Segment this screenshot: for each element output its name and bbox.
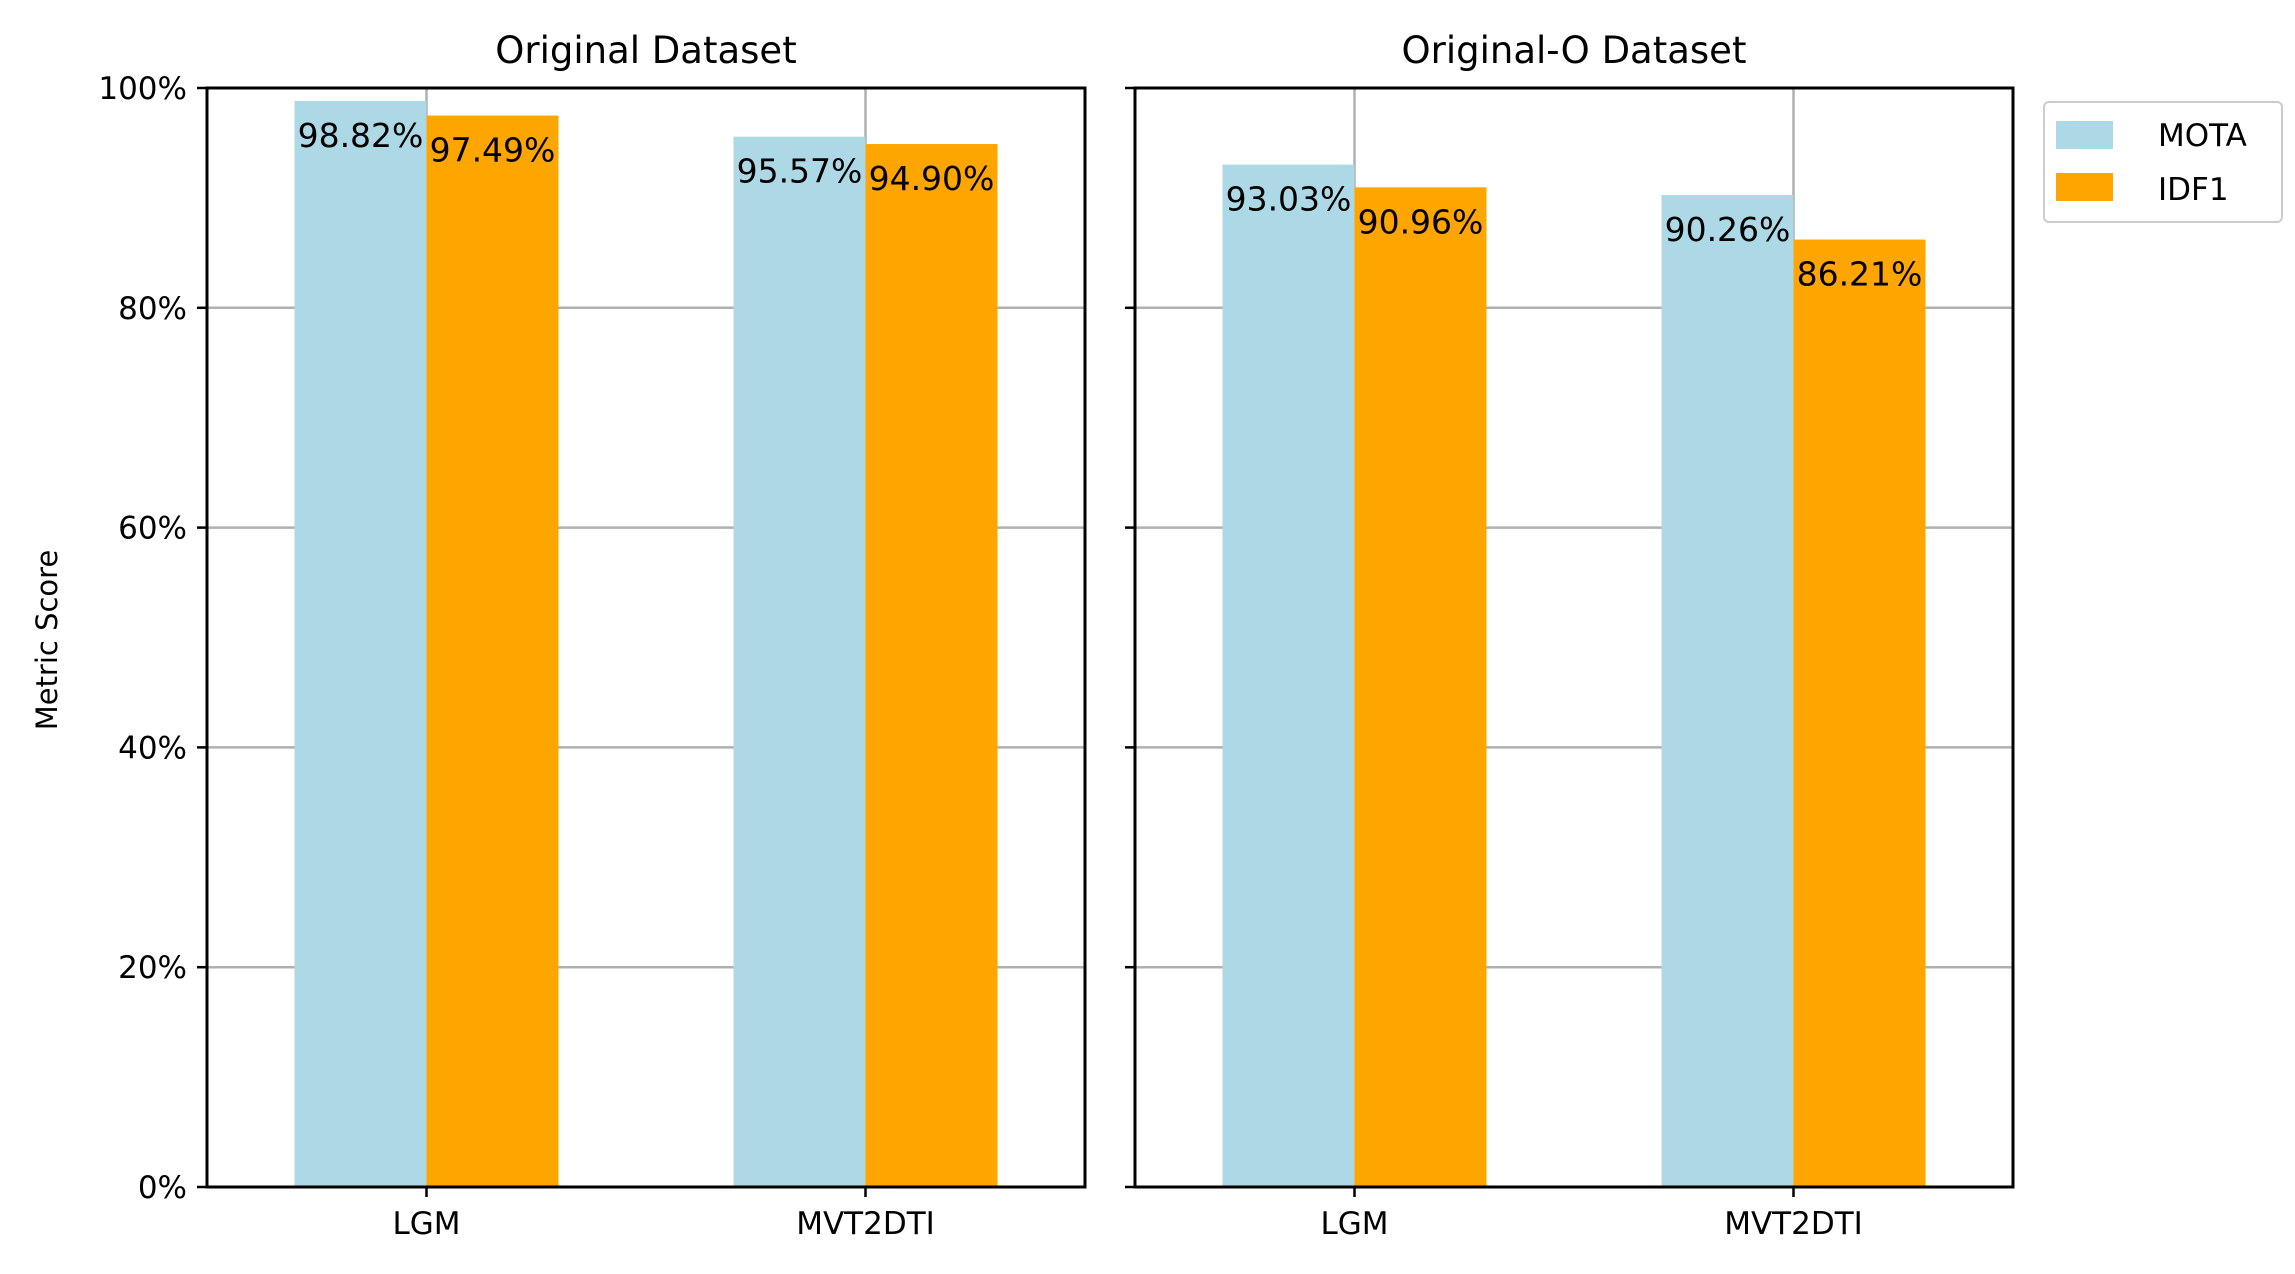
data-label-mota-mvt2dti: 90.26%	[1665, 210, 1791, 249]
bar-idf1-mvt2dti	[1793, 239, 1926, 1187]
x-tick-label-lgm: LGM	[392, 1206, 460, 1242]
axes-frame	[1133, 86, 2015, 1189]
data-label-mota-lgm: 93.03%	[1226, 180, 1352, 219]
legend: MOTA IDF1	[2043, 101, 2283, 223]
bar-mota-mvt2dti	[733, 136, 866, 1188]
bar-mota-lgm	[294, 100, 427, 1187]
bar-idf1-mvt2dti	[865, 144, 998, 1188]
legend-swatch-mota	[2056, 121, 2113, 149]
panel-original-o: 93.03% 90.26% 90.96% 86.21% LGM MVT2DTI Origin…	[1125, 29, 2015, 1242]
y-tick-label-20: 20%	[118, 950, 187, 986]
x-tick-label-mvt2dti: MVT2DTI	[1724, 1206, 1863, 1242]
bar-idf1-lgm	[426, 115, 559, 1187]
y-axis-label: Metric Score	[30, 550, 64, 731]
data-label-idf1-mvt2dti: 94.90%	[869, 159, 995, 198]
data-label-idf1-mvt2dti: 86.21%	[1797, 255, 1923, 294]
data-label-mota-mvt2dti: 95.57%	[737, 152, 863, 191]
legend-swatch-idf1	[2056, 173, 2113, 201]
y-tick-label-100: 100%	[98, 71, 187, 107]
data-label-mota-lgm: 98.82%	[298, 116, 424, 155]
data-label-idf1-lgm: 90.96%	[1358, 202, 1484, 241]
bar-idf1-lgm	[1354, 187, 1487, 1187]
legend-label-idf1: IDF1	[2158, 172, 2229, 208]
legend-label-mota: MOTA	[2158, 118, 2247, 154]
bar-mota-lgm	[1222, 164, 1355, 1188]
axes-frame	[205, 86, 1087, 1189]
panel-original: 98.82% 95.57% 97.49% 94.90% 0% 20% 40% 60% 80% 10…	[98, 29, 1087, 1242]
x-tick-label-lgm: LGM	[1320, 1206, 1388, 1242]
x-tick-label-mvt2dti: MVT2DTI	[796, 1206, 935, 1242]
chart-title: Original Dataset	[495, 29, 796, 72]
bar-mota-mvt2dti	[1661, 195, 1794, 1187]
data-label-idf1-lgm: 97.49%	[430, 131, 556, 170]
y-tick-label-0: 0%	[138, 1170, 187, 1206]
y-tick-label-40: 40%	[118, 730, 187, 766]
y-tick-label-60: 60%	[118, 511, 187, 547]
y-tick-label-80: 80%	[118, 291, 187, 327]
chart-title: Original-O Dataset	[1402, 29, 1747, 72]
